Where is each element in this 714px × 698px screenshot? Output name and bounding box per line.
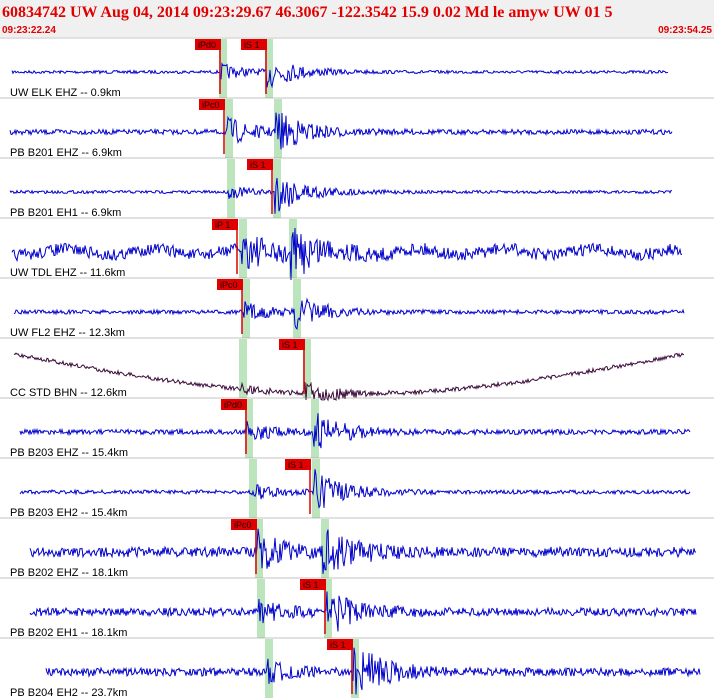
pick-label: iS 1	[282, 340, 298, 350]
pick-box	[241, 39, 267, 50]
s-phase-band	[312, 459, 320, 518]
event-title: 60834742 UW Aug 04, 2014 09:23:29.67 46.…	[2, 4, 613, 21]
pick-label: iS 1	[330, 640, 346, 650]
pick-box	[212, 219, 238, 230]
station-label: PB B201 EHZ -- 6.9km	[10, 147, 122, 159]
waveform	[11, 61, 669, 89]
pick-label: iS 1	[244, 40, 260, 50]
station-label: PB B203 EHZ -- 15.4km	[10, 447, 128, 459]
waveform	[29, 528, 696, 574]
station-label: PB B201 EH1 -- 6.9km	[10, 207, 121, 219]
waveform	[19, 469, 691, 509]
p-phase-band	[245, 399, 253, 458]
p-phase-band	[227, 159, 235, 218]
waveform	[45, 647, 701, 695]
pick-box	[327, 639, 353, 650]
pick-label: iP 1	[215, 220, 230, 230]
pick-box	[285, 459, 311, 470]
station-label: UW TDL EHZ -- 11.6km	[10, 267, 125, 279]
pick-box	[247, 159, 273, 170]
pick-box	[279, 339, 305, 350]
s-phase-band	[265, 39, 273, 98]
start-time: 09:23:22.24	[2, 25, 56, 36]
waveform	[11, 227, 683, 281]
station-label: UW FL2 EHZ -- 12.3km	[10, 327, 125, 339]
p-phase-band	[265, 639, 273, 698]
header-band	[0, 0, 714, 37]
p-phase-band	[239, 339, 247, 398]
waveform	[9, 177, 673, 214]
pick-box	[221, 399, 247, 410]
pick-box	[217, 279, 243, 290]
waveform	[19, 413, 691, 449]
station-label: PB B202 EH1 -- 18.1km	[10, 627, 127, 639]
p-phase-band	[225, 99, 233, 158]
s-phase-band	[289, 219, 297, 278]
s-phase-band	[321, 519, 329, 578]
pick-label: iPc0	[220, 280, 238, 290]
pick-label: iPc0	[234, 520, 252, 530]
pick-box	[199, 99, 225, 110]
station-label: PB B203 EH2 -- 15.4km	[10, 507, 127, 519]
station-label: UW ELK EHZ -- 0.9km	[10, 87, 121, 99]
pick-label: iPd0	[198, 40, 216, 50]
waveform	[29, 591, 697, 632]
p-phase-band	[255, 519, 263, 578]
waveform	[13, 352, 685, 402]
pick-box	[195, 39, 221, 50]
waveform	[9, 112, 673, 150]
pick-label: iS 1	[303, 580, 319, 590]
station-label: CC STD BHN -- 12.6km	[10, 387, 127, 399]
p-phase-band	[249, 459, 257, 518]
end-time: 09:23:54.25	[658, 25, 712, 36]
s-phase-band	[293, 279, 301, 338]
s-phase-band	[303, 339, 311, 398]
s-phase-band	[273, 159, 281, 218]
pick-box	[231, 519, 257, 530]
pick-box	[300, 579, 326, 590]
pick-label: iS 1	[288, 460, 304, 470]
station-label: PB B204 EH2 -- 23.7km	[10, 687, 127, 698]
p-phase-band	[219, 39, 227, 98]
pick-label: iS 1	[250, 160, 266, 170]
station-label: PB B202 EHZ -- 18.1km	[10, 567, 128, 579]
pick-label: iPc0	[202, 100, 220, 110]
pick-label: iPd0	[224, 400, 242, 410]
waveform	[13, 297, 685, 330]
